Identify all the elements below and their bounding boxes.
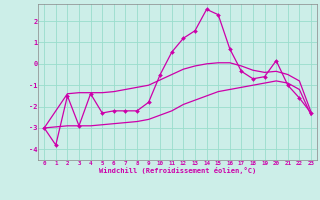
X-axis label: Windchill (Refroidissement éolien,°C): Windchill (Refroidissement éolien,°C) xyxy=(99,167,256,174)
